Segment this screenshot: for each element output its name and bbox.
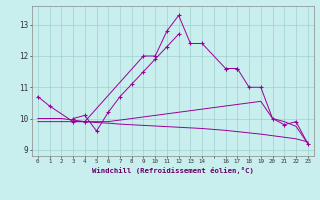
X-axis label: Windchill (Refroidissement éolien,°C): Windchill (Refroidissement éolien,°C) (92, 167, 254, 174)
